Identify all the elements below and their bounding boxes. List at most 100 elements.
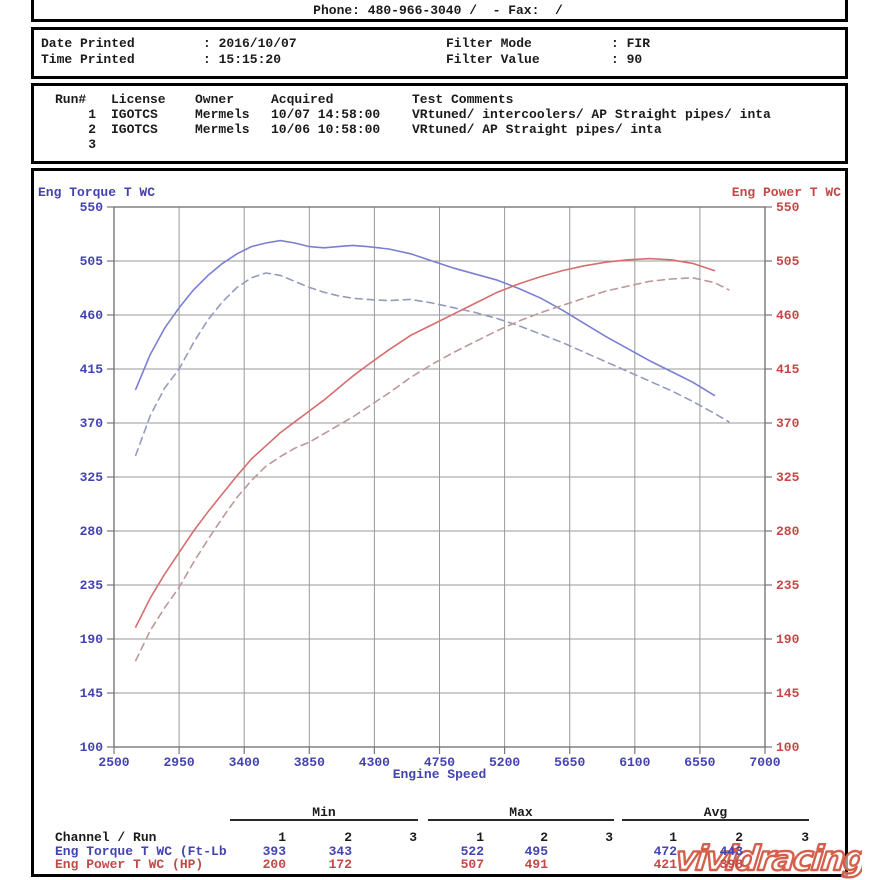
run-table-header-4: Test Comments xyxy=(412,92,514,107)
vividracing-watermark: vividracing xyxy=(672,838,862,880)
series-3-eng-power-t-wc-run-2 xyxy=(134,277,730,662)
summary-row-1-value-0: 200 xyxy=(262,857,286,872)
run-table-header-3: Acquired xyxy=(271,92,334,107)
run-row-1-owner: Mermels xyxy=(195,107,250,122)
summary-run-number-8: 3 xyxy=(801,830,809,845)
x-axis-tick-label-3400: 3400 xyxy=(229,755,260,770)
x-axis-tick-label-4300: 4300 xyxy=(359,755,390,770)
summary-group-underline-max xyxy=(428,819,614,821)
right-axis-tick-label-100: 100 xyxy=(776,740,800,755)
summary-row-1-label: Eng Power T WC (HP) xyxy=(55,857,204,872)
right-axis-tick-label-145: 145 xyxy=(776,686,800,701)
run-row-2-acquired: 10/06 10:58:00 xyxy=(271,122,381,137)
right-axis-tick-label-370: 370 xyxy=(776,416,800,431)
run-table-header-0: Run# xyxy=(55,92,87,107)
x-axis-tick-label-5200: 5200 xyxy=(489,755,520,770)
x-axis-tick-label-6100: 6100 xyxy=(619,755,650,770)
summary-row-0-label: Eng Torque T WC (Ft-Lb xyxy=(55,844,227,859)
summary-row-0-value-1: 343 xyxy=(328,844,352,859)
summary-run-number-6: 1 xyxy=(669,830,677,845)
run-table-header-2: Owner xyxy=(195,92,235,107)
run-row-1-license: IGOTCS xyxy=(111,107,158,122)
summary-row-1-value-1: 172 xyxy=(328,857,352,872)
series-2-eng-power-t-wc-run-1 xyxy=(134,257,716,628)
series-1-eng-torque-t-wc-run-2 xyxy=(134,272,730,457)
left-axis-tick-label-190: 190 xyxy=(80,632,104,647)
left-axis-tick-label-550: 550 xyxy=(80,200,104,215)
summary-row-1-value-6: 421 xyxy=(653,857,677,872)
right-axis-tick-label-415: 415 xyxy=(776,362,800,377)
print-info-box xyxy=(31,27,848,79)
left-axis-tick-label-325: 325 xyxy=(80,470,104,485)
summary-run-number-3: 1 xyxy=(476,830,484,845)
run-row-3-num: 3 xyxy=(88,137,96,152)
x-axis-tick-label-7000: 7000 xyxy=(749,755,780,770)
summary-channel-run-label: Channel / Run xyxy=(55,830,157,845)
time-printed-label: Time Printed xyxy=(41,52,135,67)
run-row-2-num: 2 xyxy=(88,122,96,137)
right-axis-tick-label-325: 325 xyxy=(776,470,800,485)
header-phone-box xyxy=(31,0,848,22)
summary-row-1-value-4: 491 xyxy=(524,857,548,872)
summary-row-1-value-7: 398 xyxy=(719,857,743,872)
x-axis-tick-label-5650: 5650 xyxy=(554,755,585,770)
run-table-header-1: License xyxy=(111,92,166,107)
summary-run-number-4: 2 xyxy=(540,830,548,845)
summary-group-header-avg: Avg xyxy=(703,805,728,820)
right-axis-tick-label-505: 505 xyxy=(776,254,800,269)
run-row-2-owner: Mermels xyxy=(195,122,250,137)
summary-row-0-value-4: 495 xyxy=(524,844,548,859)
summary-row-1-value-3: 507 xyxy=(460,857,484,872)
watermark-text: vividracing xyxy=(674,839,862,879)
summary-run-number-0: 1 xyxy=(278,830,286,845)
filter-value-label: Filter Value xyxy=(446,52,540,67)
summary-row-0-value-7: 443 xyxy=(719,844,743,859)
left-axis-tick-label-415: 415 xyxy=(80,362,104,377)
filter-mode-label: Filter Mode xyxy=(446,36,532,51)
left-axis-tick-label-235: 235 xyxy=(80,578,104,593)
right-axis-tick-label-280: 280 xyxy=(776,524,800,539)
right-axis-tick-label-460: 460 xyxy=(776,308,800,323)
summary-row-0-value-3: 522 xyxy=(460,844,484,859)
summary-row-0-value-6: 472 xyxy=(653,844,677,859)
right-axis-tick-label-190: 190 xyxy=(776,632,800,647)
left-axis-tick-label-280: 280 xyxy=(80,524,104,539)
series-0-eng-torque-t-wc-run-1 xyxy=(134,239,716,397)
summary-group-underline-min xyxy=(230,819,418,821)
summary-run-number-7: 2 xyxy=(735,830,743,845)
phone-line: Phone: 480-966-3040 / - Fax: / xyxy=(313,3,563,18)
x-axis-tick-label-4750: 4750 xyxy=(424,755,455,770)
left-axis-tick-label-505: 505 xyxy=(80,254,104,269)
summary-run-number-1: 2 xyxy=(344,830,352,845)
x-axis-title: Engine Speed xyxy=(393,767,487,782)
left-axis-tick-label-100: 100 xyxy=(80,740,104,755)
date-printed-label: Date Printed xyxy=(41,36,135,51)
x-axis-tick-label-3850: 3850 xyxy=(294,755,325,770)
run-row-2-comments: VRtuned/ AP Straight pipes/ inta xyxy=(412,122,662,137)
x-axis-tick-label-2500: 2500 xyxy=(98,755,129,770)
date-printed-value: : 2016/10/07 xyxy=(203,36,297,51)
run-row-2-license: IGOTCS xyxy=(111,122,158,137)
filter-value-value: : 90 xyxy=(611,52,643,67)
right-axis-title: Eng Power T WC xyxy=(732,185,841,200)
left-axis-tick-label-370: 370 xyxy=(80,416,104,431)
right-axis-tick-label-235: 235 xyxy=(776,578,800,593)
left-axis-tick-label-145: 145 xyxy=(80,686,104,701)
run-row-1-num: 1 xyxy=(88,107,96,122)
summary-group-underline-avg xyxy=(622,819,809,821)
summary-row-0-value-0: 393 xyxy=(262,844,286,859)
summary-group-header-max: Max xyxy=(509,805,533,820)
summary-run-number-2: 3 xyxy=(409,830,417,845)
dyno-chart: 550 550 505 505 460 460 415 415 370 370 325 325 280 2… xyxy=(38,185,841,782)
summary-group-header-min: Min xyxy=(312,805,336,820)
run-row-1-acquired: 10/07 14:58:00 xyxy=(271,107,381,122)
x-axis-tick-label-6550: 6550 xyxy=(684,755,715,770)
left-axis-title: Eng Torque T WC xyxy=(38,185,155,200)
left-axis-tick-label-460: 460 xyxy=(80,308,104,323)
time-printed-value: : 15:15:20 xyxy=(203,52,282,67)
run-info-box xyxy=(31,83,848,164)
right-axis-tick-label-550: 550 xyxy=(776,200,800,215)
filter-mode-value: : FIR xyxy=(611,36,651,51)
run-row-1-comments: VRtuned/ intercoolers/ AP Straight pipes… xyxy=(412,107,771,122)
